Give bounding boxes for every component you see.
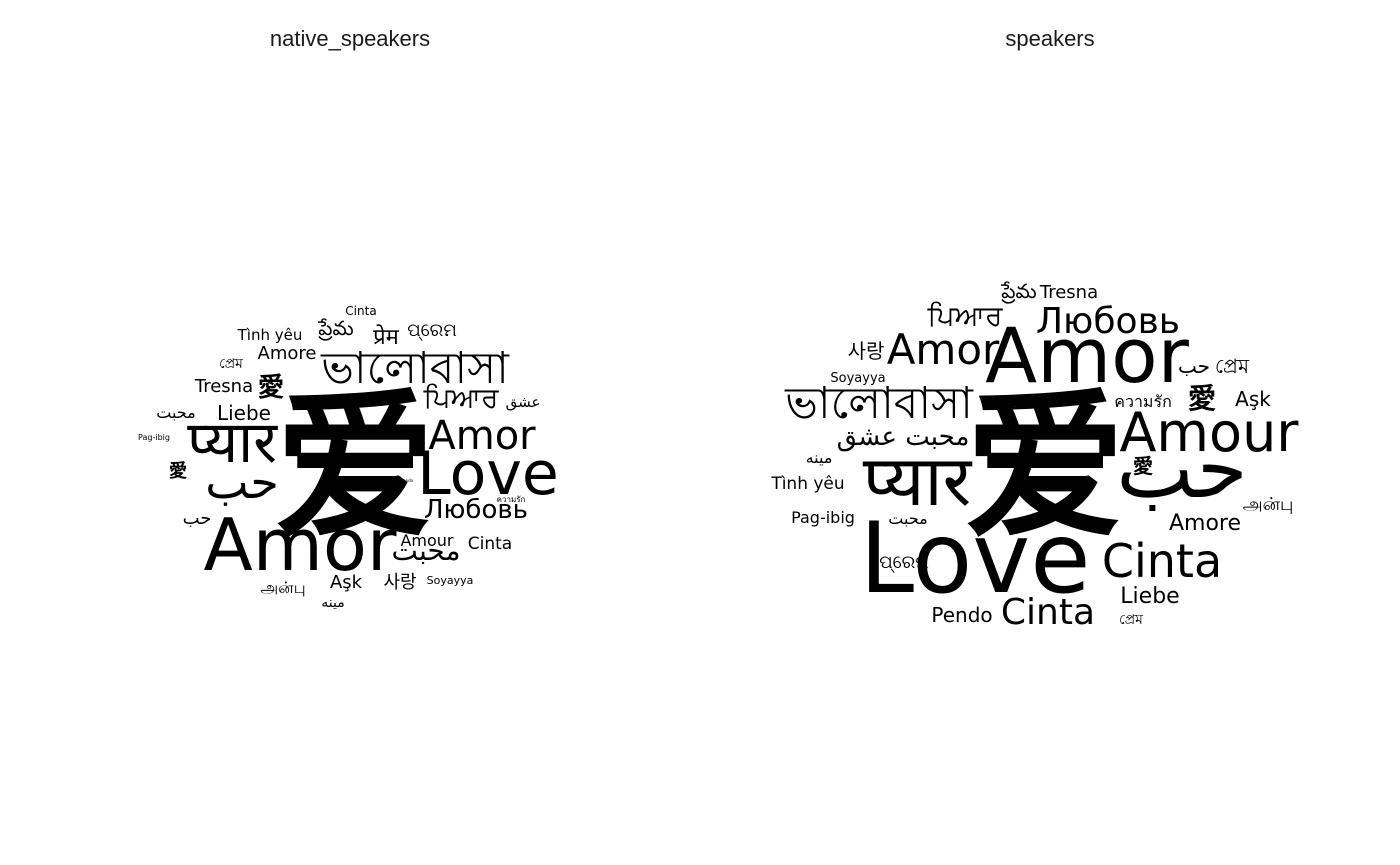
wordcloud-word: Pendo bbox=[401, 478, 414, 483]
wordcloud-word: Cinta bbox=[1001, 592, 1095, 633]
wordcloud-word: প্রেম bbox=[1119, 612, 1143, 628]
wordcloud-word: محبت bbox=[888, 509, 927, 528]
wordcloud-word: Aşk bbox=[330, 572, 363, 593]
wordcloud-word: حب bbox=[1178, 354, 1210, 378]
wordcloud-word: Любовь bbox=[1036, 301, 1180, 342]
wordcloud-word: Pag-ibig bbox=[138, 433, 170, 442]
wordcloud-word: ਪਿਆਰ bbox=[423, 381, 500, 414]
wordcloud-word: প্রেম bbox=[219, 356, 243, 372]
wordcloud-word: Amour bbox=[400, 531, 453, 550]
wordcloud-word: Cinta bbox=[468, 534, 512, 554]
wordcloud-word: 愛 bbox=[258, 373, 284, 403]
wordcloud-word: Tình yêu bbox=[237, 326, 303, 344]
wordcloud-speakers: 爱LoveحبAmorप्यारAmourভালোবাসাCintaAmorЛю… bbox=[700, 0, 1400, 865]
wordcloud-word: ਪਿਆਰ bbox=[927, 299, 1004, 332]
wordcloud-word: Soyayya bbox=[830, 371, 885, 386]
wordcloud-native-speakers: 爱AmorLoveप्यारভালোবাসাحبAmorਪਿਆਰЛюбовьمح… bbox=[0, 0, 700, 865]
wordcloud-word: محبت عشق bbox=[837, 422, 970, 452]
wordcloud-word: 사랑 bbox=[383, 572, 416, 593]
wordcloud-word: ความรัก bbox=[497, 495, 526, 504]
wordcloud-word: ପ୍ରେମ bbox=[407, 320, 457, 341]
wordcloud-word: ความรัก bbox=[1114, 392, 1172, 411]
wordcloud-panel-speakers: speakers 爱 Love حب Amor प्यार Amour ভালোবাসা Ci… bbox=[700, 0, 1400, 865]
wordcloud-word: Tresna bbox=[194, 376, 253, 397]
wordcloud-word: Amore bbox=[1169, 511, 1241, 536]
wordcloud-word: 愛 bbox=[1133, 454, 1153, 478]
wordcloud-word: ପ୍ରେମ bbox=[879, 552, 929, 573]
wordcloud-word: Pendo bbox=[931, 603, 992, 627]
wordcloud-word: Amor bbox=[887, 325, 1000, 374]
wordcloud-word: Pag-ibig bbox=[791, 508, 855, 527]
wordcloud-word: அன்பு bbox=[1243, 494, 1294, 515]
wordcloud-word: ప్రేమ bbox=[1000, 279, 1036, 304]
wordcloud-word: 愛 bbox=[1188, 382, 1216, 415]
wordcloud-word: حب bbox=[205, 455, 279, 509]
wordcloud-word: Tresna bbox=[1039, 282, 1098, 303]
wordcloud-word: Aşk bbox=[1235, 387, 1271, 411]
wordcloud-word: प्रेम bbox=[373, 324, 400, 350]
wordcloud-word: Tình yêu bbox=[770, 474, 844, 494]
wordcloud-word: Amor bbox=[203, 503, 396, 587]
wordcloud-word: محبت bbox=[156, 403, 195, 422]
wordcloud-word: مينه bbox=[321, 595, 344, 611]
wordcloud-word: 愛 bbox=[169, 460, 187, 482]
wordcloud-word: প্রেম bbox=[1215, 354, 1250, 378]
wordcloud-word: Amore bbox=[258, 343, 317, 364]
wordcloud-word: அன்பு bbox=[260, 578, 305, 597]
wordcloud-word: Soyayya bbox=[427, 574, 474, 587]
wordcloud-word: Liebe bbox=[1120, 584, 1179, 609]
wordcloud-word: مينه bbox=[806, 448, 833, 467]
wordcloud-word: عشق bbox=[506, 393, 541, 411]
wordcloud-panel-native-speakers: native_speakers 爱 Amor Love प्यार ভালোবাসা حب… bbox=[0, 0, 700, 865]
wordcloud-word: Cinta bbox=[1102, 534, 1222, 588]
wordcloud-word: Amor bbox=[428, 413, 536, 459]
wordcloud-word: 사랑 bbox=[848, 339, 885, 363]
wordcloud-word: ప్రేమ bbox=[317, 316, 353, 341]
wordcloud-word: حب bbox=[183, 508, 212, 529]
wordcloud-word: Liebe bbox=[217, 401, 271, 425]
wordcloud-word: Cinta bbox=[345, 304, 376, 318]
